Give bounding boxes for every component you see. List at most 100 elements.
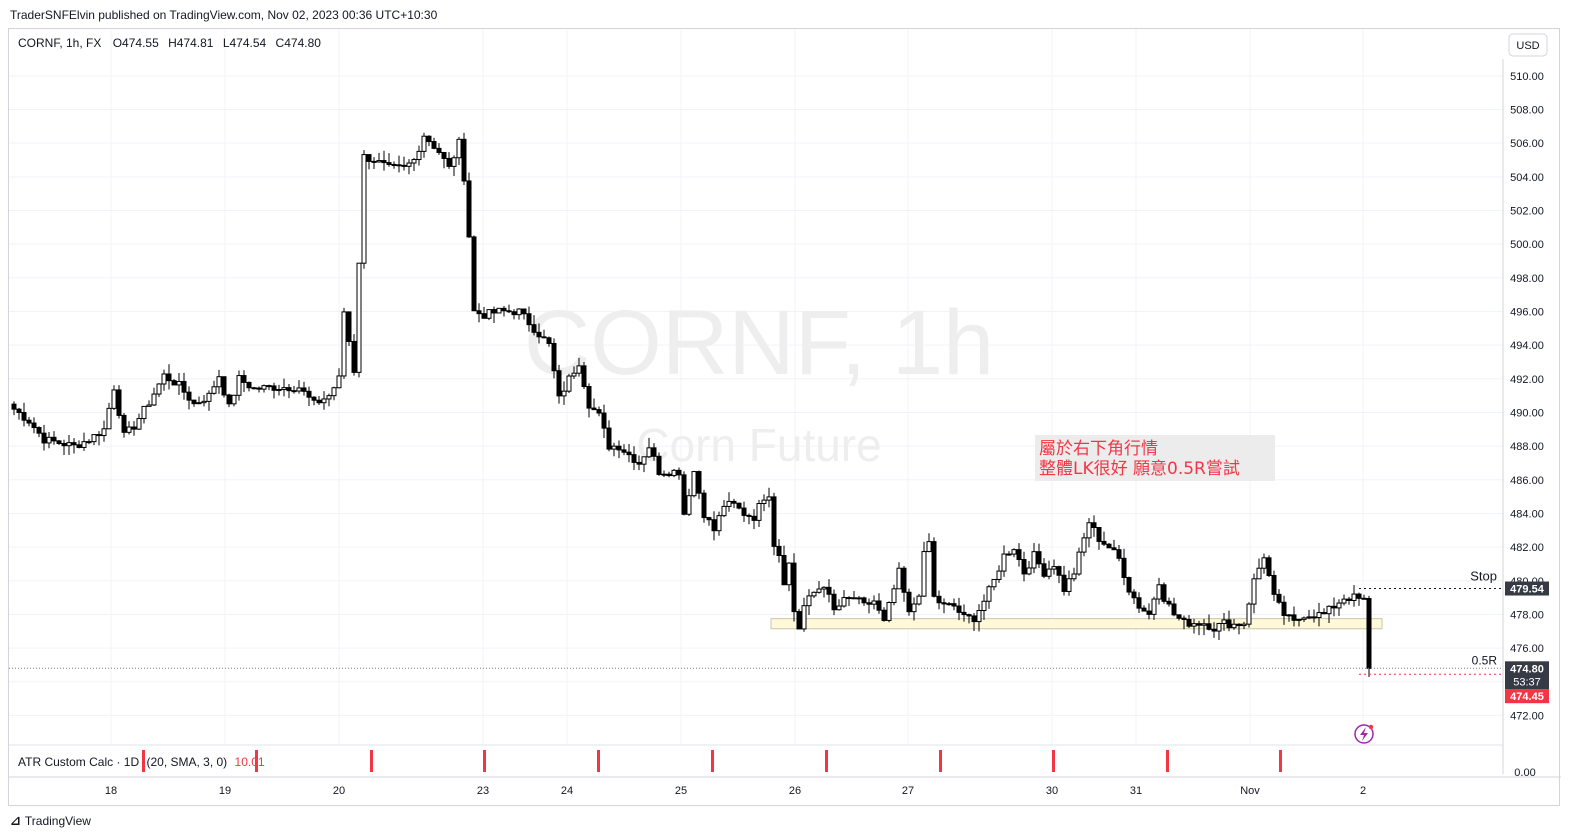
candle-body <box>1006 553 1012 556</box>
candle-body <box>911 603 917 613</box>
candle-body <box>726 500 732 507</box>
candle-body <box>76 444 82 448</box>
candle-body <box>686 495 692 515</box>
candle-body <box>1236 623 1242 627</box>
tradingview-brand: TradingView <box>24 814 91 828</box>
price-tick-label: 486.00 <box>1510 475 1544 487</box>
candle-body <box>331 387 337 397</box>
candle-body <box>511 311 517 316</box>
currency-button[interactable]: USD <box>1508 33 1548 57</box>
candle-body <box>896 567 902 590</box>
candle-body <box>1366 598 1372 669</box>
candle-body <box>821 586 827 590</box>
note-line-2: 整體LK很好 願意0.5R嘗試 <box>1039 459 1240 479</box>
candle-body <box>1171 603 1177 616</box>
candle-body <box>336 375 342 389</box>
legend-l: 474.54 <box>230 36 267 50</box>
candle-body <box>1341 598 1347 604</box>
candle-body <box>496 307 502 314</box>
indicator-bar <box>1052 750 1055 772</box>
candle-body <box>616 445 622 451</box>
candle-body <box>1191 623 1197 627</box>
candle-body <box>1266 557 1272 576</box>
candle-body <box>831 593 837 611</box>
candle-body <box>676 469 682 476</box>
candle-body <box>321 398 327 404</box>
tradingview-logo[interactable]: ⊿ TradingView <box>10 813 91 829</box>
price-axis[interactable]: 472.00474.00476.00478.00480.00482.00484.… <box>1510 71 1544 723</box>
candle-body <box>771 496 777 547</box>
last-price-tag[interactable]: 474.80 53:37 <box>1505 661 1549 690</box>
target-price-tag[interactable]: 474.45 <box>1505 689 1549 704</box>
lightning-icon[interactable] <box>1354 724 1374 744</box>
legend-o: 474.55 <box>122 36 159 50</box>
candle-body <box>1106 543 1112 549</box>
candle-body <box>1166 600 1172 605</box>
candle-body <box>366 154 372 162</box>
candle-body <box>716 515 722 532</box>
candle-body <box>606 427 612 450</box>
candle-body <box>441 151 447 159</box>
indicator-bar <box>825 750 828 772</box>
last-price-text: 474.80 <box>1510 663 1544 675</box>
candle-body <box>501 307 507 312</box>
svg-text:CORNF, 1h, FX O474.55: CORNF, 1h, FX O474.55 H474.81 L474.54 C4… <box>18 36 321 50</box>
candle-body <box>71 442 77 446</box>
candle-body <box>731 500 737 504</box>
indicator-legend[interactable]: ATR Custom Calc · 1D (20, SMA, 3, 0) 10.… <box>18 755 265 769</box>
candle-body <box>836 605 842 611</box>
candle-body <box>1211 628 1217 632</box>
indicator-bar <box>711 750 714 772</box>
candle-body <box>1351 593 1357 601</box>
candle-body <box>811 591 817 597</box>
candle-body <box>661 473 667 476</box>
candle-body <box>991 578 997 588</box>
note-box[interactable] <box>1035 435 1275 481</box>
svg-text:ATR Custom Calc · 1D (: ATR Custom Calc · 1D (20, SMA, 3, 0) 10.… <box>18 755 265 769</box>
candle-body <box>1031 551 1037 569</box>
candle-body <box>391 163 397 166</box>
candle-body <box>571 372 577 377</box>
candle-body <box>1151 598 1157 615</box>
candle-body <box>401 164 407 167</box>
candle-body <box>1206 623 1212 630</box>
candle-body <box>481 313 487 319</box>
candle-body <box>1001 553 1007 572</box>
candle-body <box>241 375 247 383</box>
indicator-bar <box>939 750 942 772</box>
candle-body <box>886 602 892 621</box>
candle-body <box>561 390 567 397</box>
candle-body <box>1196 623 1202 626</box>
watermark-title: CORNF, 1h <box>524 292 994 394</box>
candle-body <box>106 407 112 430</box>
candle-body <box>1281 601 1287 616</box>
stop-price-text: 479.54 <box>1510 584 1545 596</box>
candle-body <box>521 308 527 315</box>
time-axis[interactable]: 18 19 20 23 24 25 26 27 30 31 Nov 2 <box>105 785 1366 797</box>
candle-body <box>756 503 762 521</box>
candle-body <box>706 517 712 521</box>
price-tick-label: 498.00 <box>1510 273 1544 285</box>
chart-svg[interactable]: CORNF, 1h Corn Future Stop 0.5R 屬於右下角行情 … <box>9 29 1561 807</box>
indicator-bar <box>1166 750 1169 772</box>
candle-body <box>826 586 832 595</box>
candle-body <box>101 428 107 437</box>
candle-body <box>1036 551 1042 565</box>
candle-body <box>546 337 552 344</box>
candle-body <box>191 399 197 405</box>
support-zone[interactable] <box>770 618 1383 630</box>
candle-body <box>671 469 677 477</box>
candle-body <box>246 381 252 389</box>
candle-body <box>941 602 947 605</box>
candle-body <box>621 449 627 453</box>
candle-body <box>1051 566 1057 570</box>
candle-body <box>91 434 97 443</box>
candle-body <box>786 562 792 586</box>
stop-price-tag[interactable]: 479.54 <box>1505 581 1549 596</box>
legend-l-label: L <box>223 36 230 50</box>
indicator-bar <box>483 750 486 772</box>
candle-body <box>1356 593 1362 599</box>
candle-body <box>1276 593 1282 603</box>
candle-body <box>416 150 422 161</box>
candle-body <box>1131 591 1137 599</box>
